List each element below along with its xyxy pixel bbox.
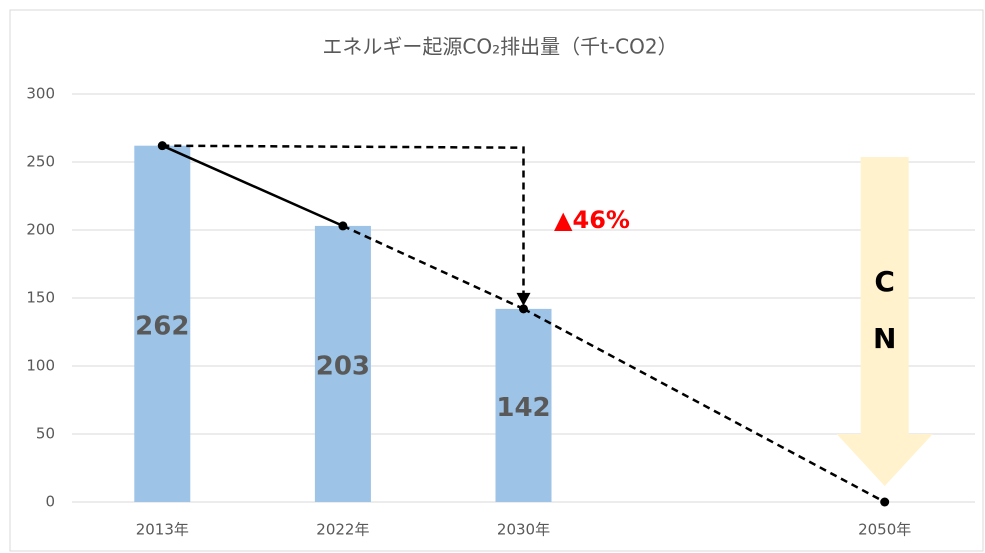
x-tick-label: 2013年	[136, 521, 189, 539]
reduction-arrowhead	[516, 292, 531, 306]
bar	[495, 308, 552, 502]
y-tick-label: 0	[45, 493, 55, 511]
x-tick-label: 2050年	[858, 521, 911, 539]
line-point	[880, 497, 890, 507]
y-tick-label: 50	[36, 425, 55, 443]
y-tick-label: 300	[26, 85, 55, 103]
reduction-bracket	[162, 144, 525, 295]
y-tick-label: 250	[26, 153, 55, 171]
reduction-label: ▲46%	[554, 206, 630, 234]
bar-value-label: 142	[496, 393, 550, 423]
bar	[314, 225, 371, 503]
cn-label: C	[874, 265, 895, 298]
x-tick-label: 2030年	[497, 521, 550, 539]
bar-value-label: 203	[316, 351, 370, 381]
y-tick-label: 100	[26, 357, 55, 375]
x-tick-label: 2022年	[316, 521, 369, 539]
y-tick-label: 150	[26, 289, 55, 307]
cn-arrow	[836, 157, 933, 486]
y-tick-label: 200	[26, 221, 55, 239]
line-segment	[161, 144, 344, 228]
line-point	[519, 304, 528, 314]
cn-label: N	[873, 322, 896, 355]
line-segment	[342, 224, 525, 311]
bar-value-label: 262	[135, 311, 189, 341]
line-segment	[522, 307, 886, 504]
line-point	[338, 221, 348, 231]
chart-title: エネルギー起源CO₂排出量（千t-CO2）	[322, 35, 677, 59]
bar	[134, 145, 191, 502]
